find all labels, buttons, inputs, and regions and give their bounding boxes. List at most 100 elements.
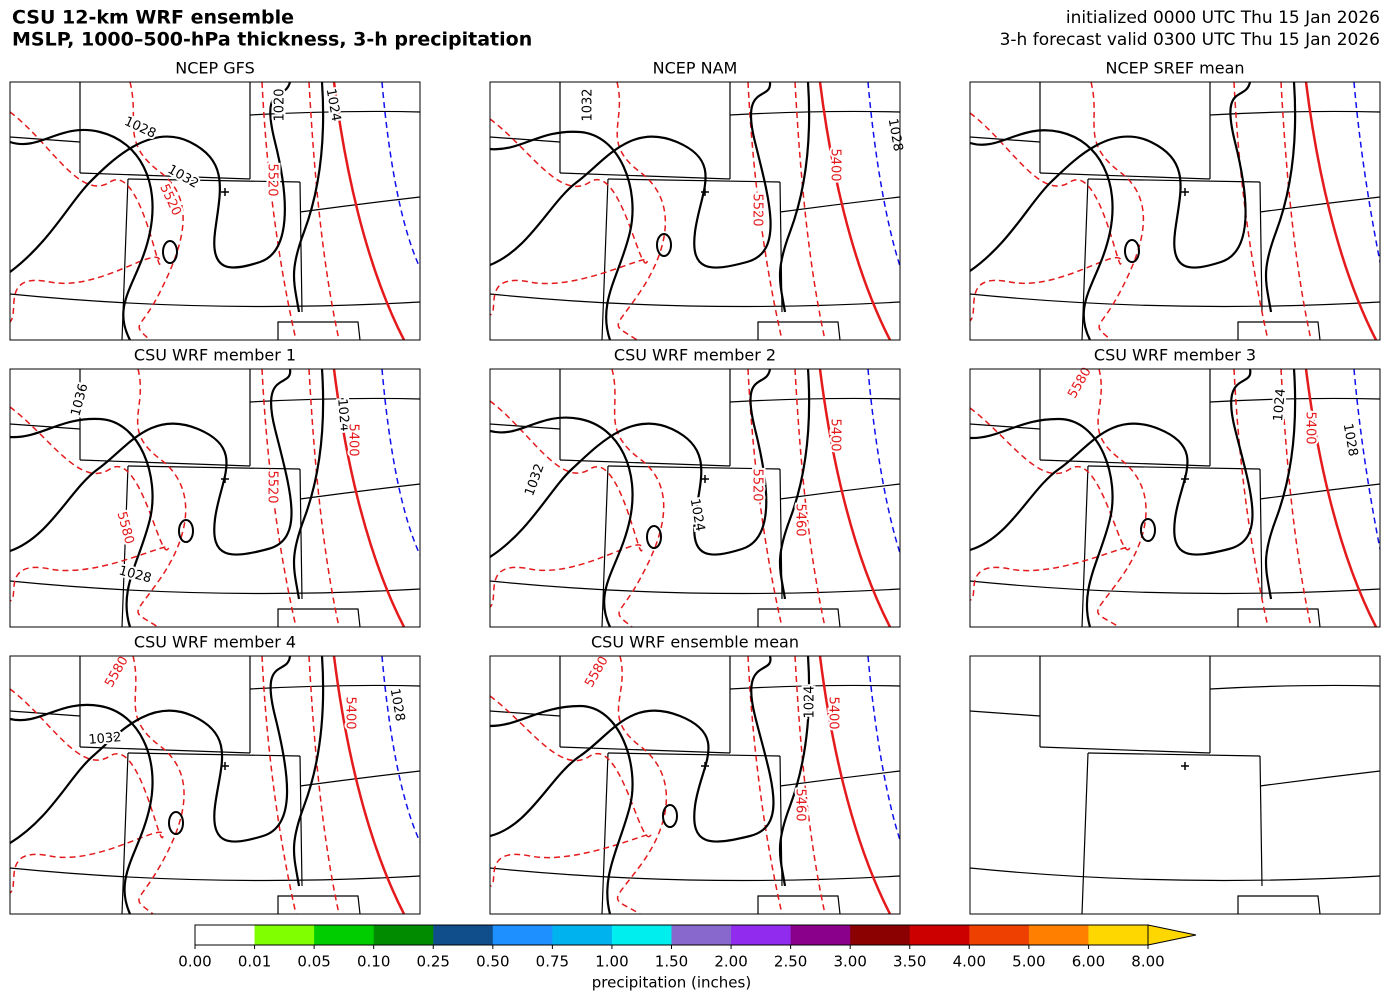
map-panel: 1024 5400 5460 5580 (489, 652, 901, 915)
state-border (779, 770, 900, 787)
state-border (1237, 895, 1321, 914)
state-border (970, 710, 1041, 717)
thickness-contour (1353, 82, 1380, 266)
map-content (490, 82, 900, 340)
map-content (10, 82, 420, 340)
state-border (121, 752, 129, 914)
mslp-contour (292, 82, 325, 313)
colorbar-tick-label: 1.50 (655, 953, 688, 971)
contour-label: 1032 (88, 730, 122, 748)
colorbar-tick-label: 2.00 (714, 953, 747, 971)
state-border (1237, 608, 1321, 627)
contour-label: 5580 (113, 510, 136, 546)
mslp-contour (656, 233, 672, 257)
state-border (10, 580, 420, 595)
colorbar-tick-label: 4.00 (953, 953, 986, 971)
contour-label: 1024 (687, 497, 708, 532)
mslp-contour (178, 519, 194, 543)
panel-frame (969, 655, 1381, 915)
state-border (1237, 321, 1321, 340)
city-marker (221, 188, 229, 196)
thickness-contour (1304, 82, 1378, 340)
contour-label: 5400 (1303, 411, 1318, 444)
panel-frame (489, 81, 901, 341)
panel-title: CSU WRF member 1 (134, 346, 296, 365)
thickness-contour (1233, 369, 1269, 627)
mslp-contour (10, 656, 292, 844)
map-panel: 1032 1028 5400 5520 (489, 81, 907, 341)
panel-title: CSU WRF member 4 (134, 633, 296, 652)
colorbar-tick-label: 2.50 (774, 953, 807, 971)
map-content (970, 656, 1380, 914)
colorbar-tick-label: 8.00 (1131, 953, 1164, 971)
state-border (601, 465, 609, 627)
contour-label: 5520 (750, 468, 765, 501)
state-border (277, 895, 361, 914)
map-panel (969, 81, 1381, 341)
thickness-contour (818, 82, 892, 340)
state-border (127, 752, 301, 757)
thickness-contour (970, 407, 1131, 601)
state-border (10, 293, 420, 308)
mslp-contour (778, 82, 811, 313)
mslp-contour (778, 369, 811, 600)
map-content (970, 369, 1380, 627)
state-border (127, 178, 301, 183)
state-border (757, 895, 841, 914)
colorbar-segment (850, 925, 911, 945)
mslp-contour (162, 240, 178, 264)
state-border (10, 710, 81, 717)
mslp-contour (292, 656, 325, 887)
panel-title: NCEP NAM (653, 59, 738, 78)
mslp-contour (490, 369, 772, 558)
thickness-contour (867, 369, 900, 556)
colorbar-tick-label: 0.75 (536, 953, 569, 971)
map-content (490, 656, 900, 914)
mslp-contour (490, 416, 634, 627)
title: CSU 12-km WRF ensemble (12, 7, 294, 29)
state-border (1087, 465, 1261, 470)
thickness-contour (867, 656, 900, 843)
colorbar-tick-label: 0.50 (476, 953, 509, 971)
contour-label: 1020 (273, 88, 288, 121)
state-border (299, 181, 303, 313)
contour-label: 5400 (826, 696, 841, 729)
contour-label: 5580 (1065, 365, 1095, 401)
thickness-contour (1353, 369, 1380, 553)
panel-frame (969, 368, 1381, 628)
state-border (970, 293, 1380, 308)
state-border (601, 178, 609, 340)
state-border (970, 867, 1380, 882)
thickness-contour (308, 656, 340, 914)
mslp-contour (10, 82, 292, 273)
thickness-contour (261, 82, 297, 340)
mslp-contour (490, 656, 775, 843)
thickness-contour (867, 82, 900, 269)
state-border (1081, 465, 1089, 627)
contour-label: 1028 (1340, 422, 1361, 457)
thickness-contour (794, 82, 826, 340)
state-border (277, 321, 361, 340)
mslp-contour (490, 704, 634, 914)
contour-label: 1036 (68, 382, 91, 418)
thickness-contour (1280, 82, 1312, 340)
contour-label: 1032 (581, 88, 596, 121)
panel-frame (489, 655, 901, 915)
colorbar-segment (790, 925, 851, 945)
contour-label: 1024 (334, 398, 352, 432)
thickness-contour (261, 369, 297, 627)
map-panel: 1032 1024 5400 5520 5460 (489, 368, 901, 628)
contour-label: 5520 (265, 163, 280, 196)
city-marker (701, 762, 709, 770)
contour-label: 1028 (117, 563, 153, 586)
colorbar-extend (1147, 924, 1197, 946)
panel-frame (9, 81, 421, 341)
thickness-contour (308, 369, 340, 627)
state-border (299, 468, 303, 600)
state-border (1209, 684, 1380, 690)
thickness-contour (794, 656, 826, 914)
thickness-contour (129, 82, 184, 340)
contour-label: 5520 (265, 470, 280, 503)
thickness-contour (308, 82, 340, 340)
